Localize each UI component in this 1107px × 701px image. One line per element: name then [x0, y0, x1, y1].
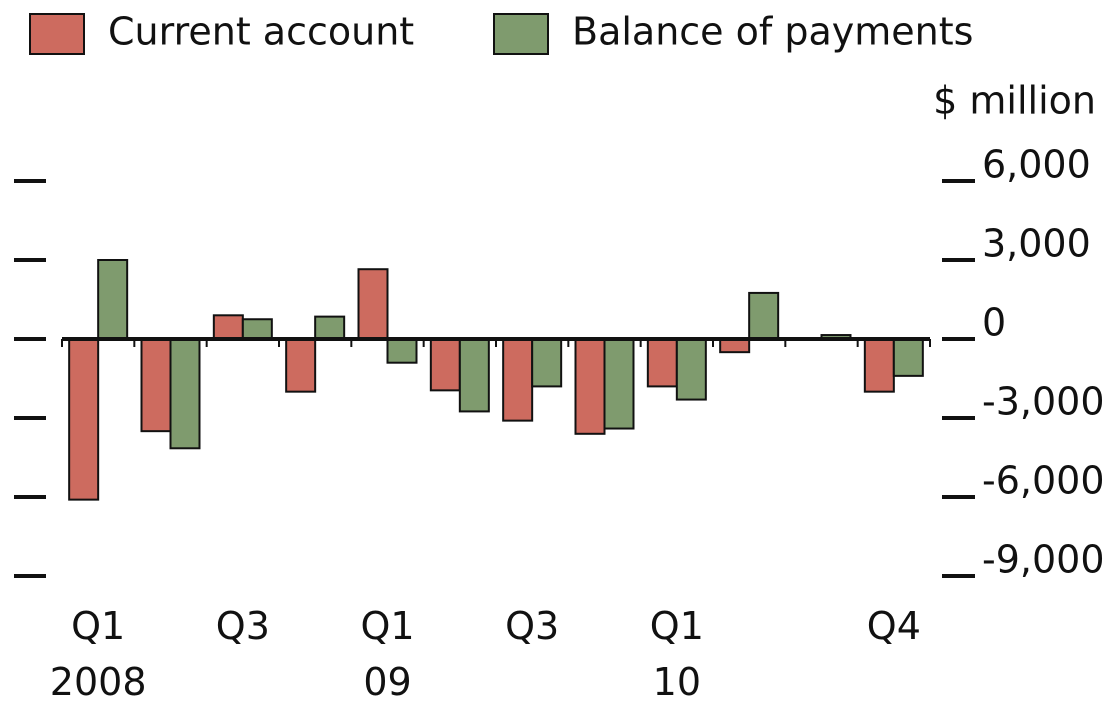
x-tick-label: Q1 2008 — [50, 604, 147, 701]
y-tick-label: -9,000 — [982, 538, 1105, 582]
x-tick-label: Q3 — [216, 604, 270, 648]
bar — [502, 338, 534, 422]
legend-swatch — [29, 13, 85, 55]
bar — [531, 338, 563, 388]
bar — [169, 338, 201, 450]
bar — [892, 338, 924, 377]
bar — [675, 338, 707, 401]
bar — [748, 291, 780, 340]
bar — [241, 318, 273, 340]
legend-label: Current account — [108, 10, 414, 54]
bar — [285, 338, 317, 393]
y-tick-label: 0 — [982, 301, 1006, 345]
bar — [863, 338, 895, 393]
legend-swatch — [493, 13, 549, 55]
bar — [386, 338, 418, 364]
y-tick-label: 6,000 — [982, 143, 1091, 187]
legend-label: Balance of payments — [572, 10, 973, 54]
bar — [97, 259, 129, 340]
bar — [68, 338, 100, 501]
x-tick-label: Q1 09 — [360, 604, 414, 701]
bar — [429, 338, 461, 392]
bar — [212, 314, 244, 340]
bar — [357, 268, 389, 341]
y-tick-label: 3,000 — [982, 222, 1091, 266]
bar — [314, 315, 346, 341]
y-tick-label: -3,000 — [982, 380, 1105, 424]
bar — [603, 338, 635, 430]
x-tick-label: Q3 — [505, 604, 559, 648]
x-tick-label: Q1 10 — [650, 604, 704, 701]
bar — [458, 338, 490, 413]
y-tick-label: -6,000 — [982, 459, 1105, 503]
y-axis-label: $ million — [933, 79, 1096, 123]
bar — [646, 338, 678, 388]
bar — [574, 338, 606, 435]
x-tick-label: Q4 — [867, 604, 921, 648]
bar — [140, 338, 172, 433]
